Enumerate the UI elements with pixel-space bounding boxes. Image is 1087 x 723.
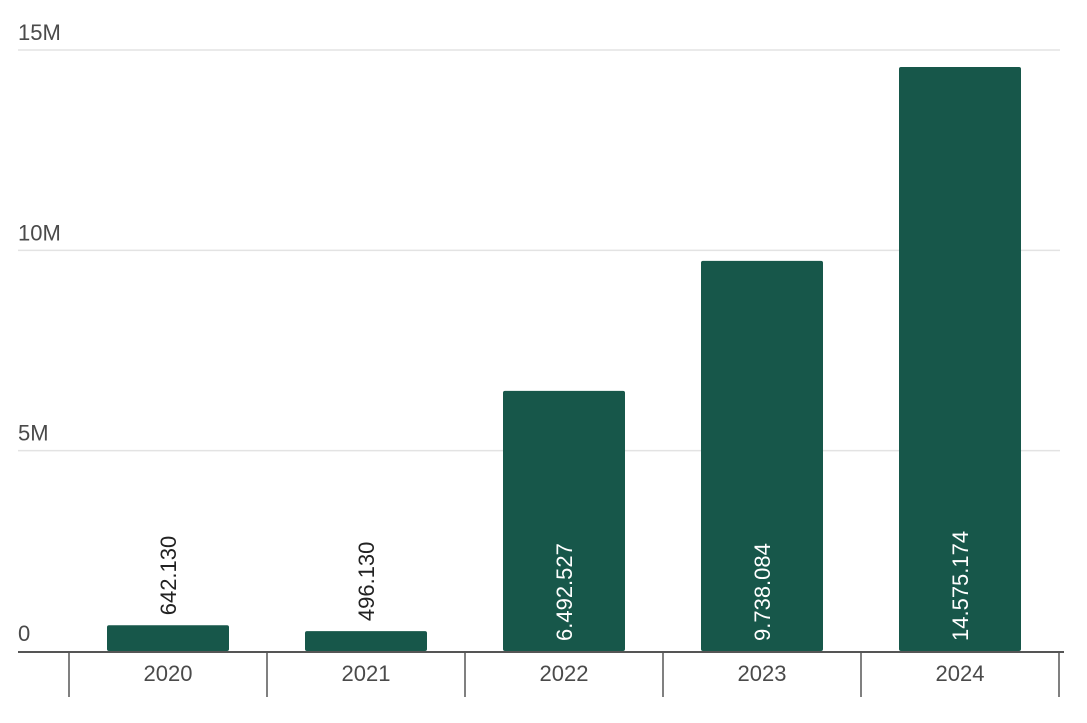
data-label-2024: 14.575.174 (948, 531, 973, 641)
data-labels: 642.130 496.130 6.492.527 9.738.084 14.575.1… (156, 531, 973, 641)
bar-2021 (305, 631, 427, 651)
data-label-2020: 642.130 (156, 536, 181, 616)
x-tick-label-2023: 2023 (738, 661, 787, 686)
data-label-2022: 6.492.527 (552, 543, 577, 641)
bar-2024 (899, 67, 1021, 651)
y-tick-label: 15M (18, 20, 61, 45)
x-tick-label-2021: 2021 (342, 661, 391, 686)
x-axis: 2020 2021 2022 2023 2024 (18, 651, 1064, 697)
bar-2023 (701, 260, 823, 651)
x-tick-label-2020: 2020 (144, 661, 193, 686)
y-tick-label: 5M (18, 421, 49, 446)
bar-2022 (503, 390, 625, 651)
data-label-2021: 496.130 (354, 542, 379, 622)
y-axis-ticks: 0 5M 10M 15M (18, 20, 61, 646)
y-tick-label: 10M (18, 220, 61, 245)
y-tick-label: 0 (18, 621, 30, 646)
bars (107, 67, 1021, 651)
x-tick-label-2022: 2022 (540, 661, 589, 686)
data-label-2023: 9.738.084 (750, 543, 775, 641)
x-tick-label-2024: 2024 (936, 661, 985, 686)
bar-2020 (107, 625, 229, 651)
